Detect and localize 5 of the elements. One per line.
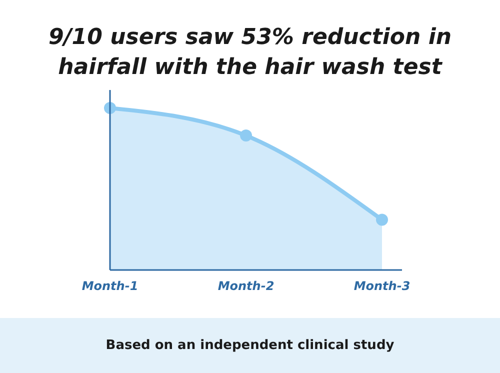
x-tick-label: Month-1 [82, 279, 138, 293]
x-tick-label: Month-2 [218, 279, 274, 293]
text: Based on an independent clinical study [106, 338, 395, 353]
x-tick-label: Month-3 [354, 279, 410, 293]
chart-title: 9/10 users saw 53% reduction in hairfall with the hair wash test [48, 25, 452, 80]
